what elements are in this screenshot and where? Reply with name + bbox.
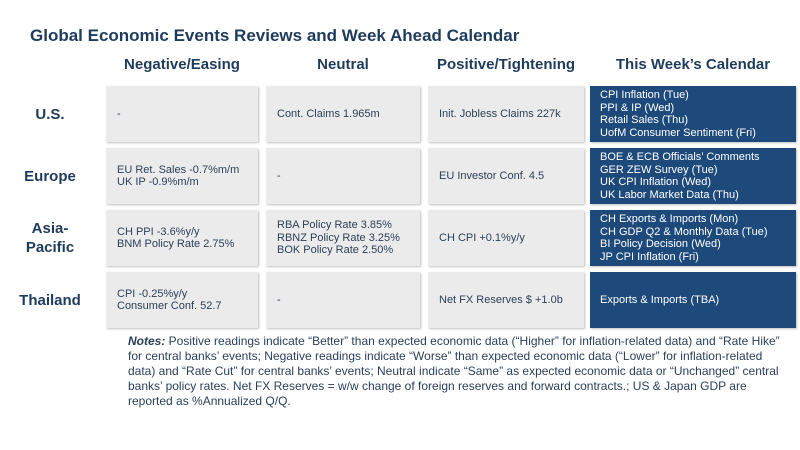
cell-thailand-neutral: -: [266, 272, 420, 328]
cell-line: RBA Policy Rate 3.85%: [277, 219, 392, 232]
cell-asia-pacific-positive: CH CPI +0.1%y/y: [428, 210, 584, 266]
row-label-line: Europe: [24, 167, 76, 185]
cell-line: EU Ret. Sales -0.7%m/m: [117, 163, 240, 176]
row-label-us: U.S.: [0, 86, 100, 142]
calendar-event: CH GDP Q2 & Monthly Data (Tue): [600, 225, 768, 238]
row-label-asia-pacific: Asia- Pacific: [0, 210, 100, 266]
cell-thailand-positive: Net FX Reserves $ +1.0b: [428, 272, 584, 328]
cell-line: EU Investor Conf. 4.5: [439, 169, 545, 182]
cell-line: Consumer Conf. 52.7: [117, 300, 222, 312]
cell-europe-positive: EU Investor Conf. 4.5: [428, 148, 584, 204]
cell-us-negative: -: [106, 86, 258, 142]
cell-line: BNM Policy Rate 2.75%: [117, 238, 235, 250]
cell-line: -: [277, 169, 281, 182]
cell-us-positive: Init. Jobless Claims 227k: [428, 86, 584, 142]
calendar-event: GER ZEW Survey (Tue): [600, 163, 718, 176]
cell-europe-negative: EU Ret. Sales -0.7%m/m UK IP -0.9%m/m: [106, 148, 258, 204]
cell-line: Net FX Reserves $ +1.0b: [439, 293, 563, 306]
notes-text: Positive readings indicate “Better” than…: [128, 334, 780, 408]
notes: Notes: Positive readings indicate “Bette…: [128, 334, 788, 409]
cell-thailand-calendar: Exports & Imports (TBA): [590, 272, 796, 328]
row-label-europe: Europe: [0, 148, 100, 204]
cell-line: RBNZ Policy Rate 3.25%: [277, 231, 400, 244]
cell-us-neutral: Cont. Claims 1.965m: [266, 86, 420, 142]
cell-asia-pacific-neutral: RBA Policy Rate 3.85% RBNZ Policy Rate 3…: [266, 210, 420, 266]
calendar-event: UofM Consumer Sentiment (Fri): [600, 126, 756, 139]
row-label-thailand: Thailand: [0, 272, 100, 328]
cell-line: -: [117, 107, 121, 120]
cell-line: -: [277, 293, 281, 306]
cell-line: Cont. Claims 1.965m: [277, 107, 380, 120]
cell-europe-calendar: BOE & ECB Officials’ Comments GER ZEW Su…: [590, 148, 796, 204]
notes-label: Notes:: [128, 334, 166, 348]
calendar-event: UK CPI Inflation (Wed): [600, 176, 712, 188]
calendar-event: Retail Sales (Thu): [600, 114, 689, 126]
row-label-line: Asia-: [31, 220, 69, 237]
cell-line: CH CPI +0.1%y/y: [439, 231, 525, 244]
calendar-event: PPI & IP (Wed): [600, 101, 675, 114]
calendar-event: UK Labor Market Data (Thu): [600, 188, 739, 201]
page-title: Global Economic Events Reviews and Week …: [30, 26, 520, 45]
column-header-calendar: This Week’s Calendar: [615, 56, 771, 73]
cell-europe-neutral: -: [266, 148, 420, 204]
cell-line: CPI -0.25%y/y: [117, 287, 188, 300]
calendar-event: BI Policy Decision (Wed): [600, 238, 721, 250]
cell-asia-pacific-negative: CH PPI -3.6%y/y BNM Policy Rate 2.75%: [106, 210, 258, 266]
column-header-negative: Negative/Easing: [124, 56, 240, 73]
cell-line: BOK Policy Rate 2.50%: [277, 244, 394, 257]
cell-line: CH PPI -3.6%y/y: [117, 225, 200, 238]
calendar-event: JP CPI Inflation (Fri): [600, 250, 699, 263]
cell-line: UK IP -0.9%m/m: [117, 176, 199, 188]
calendar-event: CPI Inflation (Tue): [600, 89, 689, 101]
calendar-event: Exports & Imports (TBA): [600, 293, 720, 306]
column-header-positive: Positive/Tightening: [436, 56, 576, 73]
calendar-event: CH Exports & Imports (Mon): [600, 213, 739, 225]
cell-thailand-negative: CPI -0.25%y/y Consumer Conf. 52.7: [106, 272, 258, 328]
cell-line: Init. Jobless Claims 227k: [439, 107, 561, 120]
cell-asia-pacific-calendar: CH Exports & Imports (Mon) CH GDP Q2 & M…: [590, 210, 796, 266]
cell-us-calendar: CPI Inflation (Tue) PPI & IP (Wed) Retai…: [590, 86, 796, 142]
row-label-line: U.S.: [35, 105, 65, 123]
row-label-line: Thailand: [19, 291, 81, 309]
row-label-line: Pacific: [25, 239, 75, 256]
calendar-event: BOE & ECB Officials’ Comments: [600, 151, 760, 163]
column-header-neutral: Neutral: [317, 56, 369, 73]
